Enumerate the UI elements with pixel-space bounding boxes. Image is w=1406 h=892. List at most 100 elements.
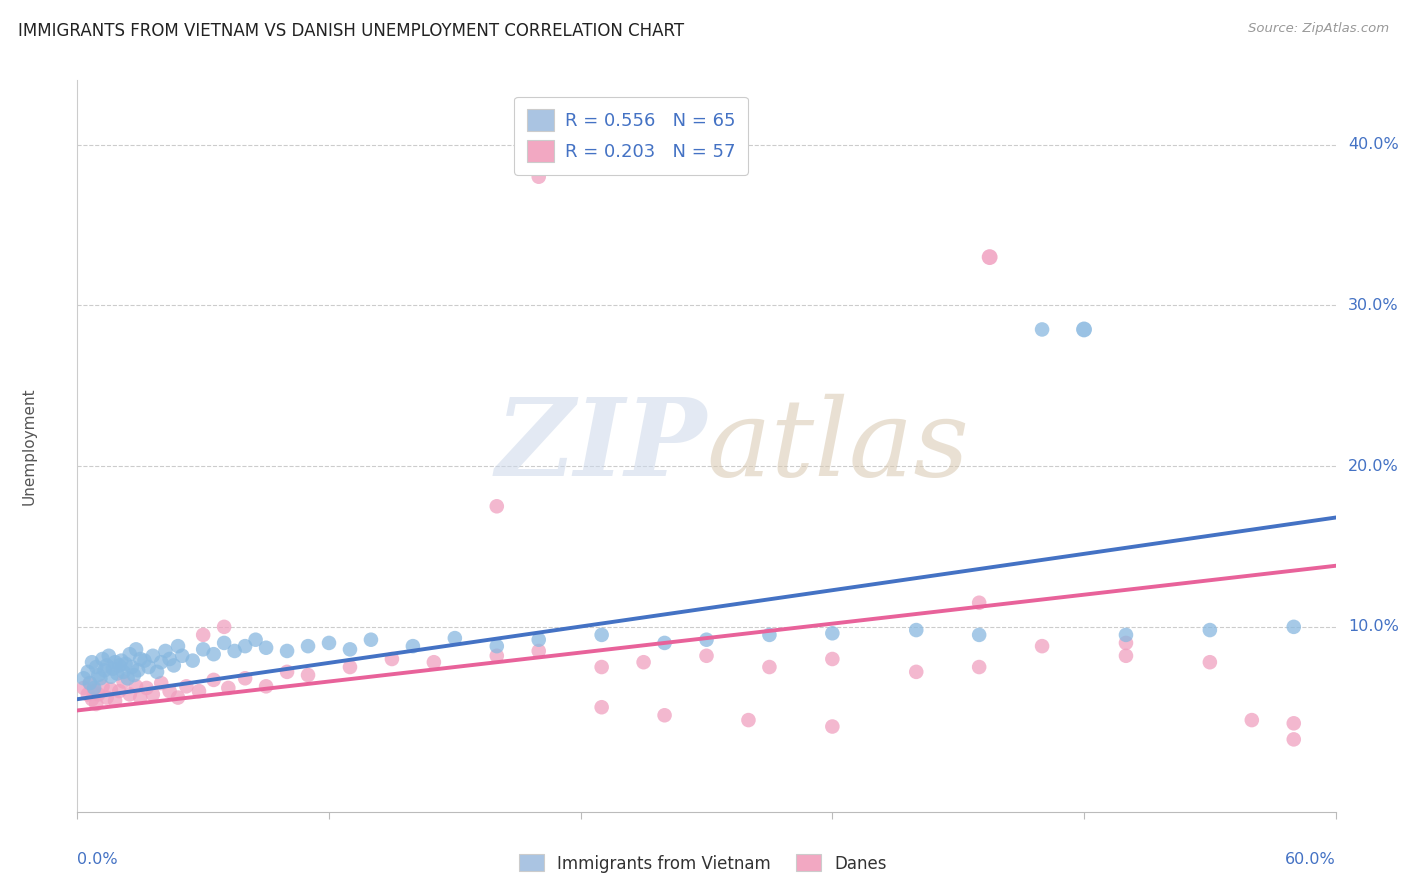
Point xyxy=(696,632,718,647)
Point xyxy=(76,687,98,701)
Point xyxy=(129,690,152,705)
Point xyxy=(117,671,139,685)
Point xyxy=(1199,623,1222,637)
Point xyxy=(191,642,215,657)
Point xyxy=(163,658,186,673)
Point xyxy=(114,657,136,671)
Point xyxy=(254,640,277,655)
Point xyxy=(108,658,131,673)
Point xyxy=(233,671,256,685)
Point xyxy=(1031,322,1053,336)
Point xyxy=(297,668,319,682)
Text: 30.0%: 30.0% xyxy=(1348,298,1399,313)
Point xyxy=(402,639,425,653)
Point xyxy=(1115,648,1137,663)
Text: atlas: atlas xyxy=(707,393,970,499)
Point xyxy=(127,663,149,677)
Point xyxy=(181,654,204,668)
Point xyxy=(135,681,157,695)
Point xyxy=(654,708,676,723)
Legend: Immigrants from Vietnam, Danes: Immigrants from Vietnam, Danes xyxy=(512,847,894,880)
Point xyxy=(591,660,613,674)
Point xyxy=(110,654,132,668)
Point xyxy=(527,169,550,184)
Point xyxy=(96,690,118,705)
Point xyxy=(1031,639,1053,653)
Point xyxy=(79,676,101,690)
Point xyxy=(104,694,127,708)
Point xyxy=(112,674,135,689)
Point xyxy=(159,684,181,698)
Point xyxy=(360,632,382,647)
Point xyxy=(212,620,235,634)
Point xyxy=(101,662,124,676)
Point xyxy=(485,648,508,663)
Point xyxy=(339,642,361,657)
Point xyxy=(967,660,990,674)
Text: 0.0%: 0.0% xyxy=(77,852,118,867)
Point xyxy=(125,642,148,657)
Point xyxy=(122,668,145,682)
Point xyxy=(276,665,298,679)
Point xyxy=(155,644,177,658)
Point xyxy=(202,647,225,661)
Point xyxy=(527,644,550,658)
Point xyxy=(91,652,114,666)
Point xyxy=(1282,732,1305,747)
Point xyxy=(138,660,160,674)
Point xyxy=(150,676,173,690)
Point xyxy=(159,652,181,666)
Point xyxy=(1199,655,1222,669)
Point xyxy=(1240,713,1263,727)
Point xyxy=(1073,322,1095,336)
Point xyxy=(97,648,120,663)
Point xyxy=(105,666,128,681)
Point xyxy=(125,679,148,693)
Text: 10.0%: 10.0% xyxy=(1348,619,1399,634)
Point xyxy=(112,665,135,679)
Point xyxy=(591,628,613,642)
Text: Source: ZipAtlas.com: Source: ZipAtlas.com xyxy=(1249,22,1389,36)
Point xyxy=(423,655,446,669)
Point xyxy=(339,660,361,674)
Text: ZIP: ZIP xyxy=(495,393,707,499)
Point xyxy=(83,681,105,695)
Point xyxy=(1282,620,1305,634)
Point xyxy=(167,690,190,705)
Point xyxy=(444,631,467,645)
Text: 60.0%: 60.0% xyxy=(1285,852,1336,867)
Point xyxy=(104,655,127,669)
Point xyxy=(224,644,246,658)
Point xyxy=(654,636,676,650)
Point xyxy=(146,665,169,679)
Point xyxy=(276,644,298,658)
Point xyxy=(967,628,990,642)
Point xyxy=(217,681,239,695)
Point xyxy=(167,639,190,653)
Point xyxy=(905,665,928,679)
Point xyxy=(1115,636,1137,650)
Point xyxy=(737,713,759,727)
Point xyxy=(485,500,508,514)
Point xyxy=(134,654,156,668)
Point xyxy=(1115,628,1137,642)
Text: 20.0%: 20.0% xyxy=(1348,458,1399,474)
Point xyxy=(84,697,107,711)
Point xyxy=(80,692,103,706)
Point xyxy=(121,660,143,674)
Text: 40.0%: 40.0% xyxy=(1348,137,1399,152)
Point xyxy=(212,636,235,650)
Point xyxy=(967,596,990,610)
Point xyxy=(821,626,844,640)
Point xyxy=(142,687,165,701)
Point xyxy=(1282,716,1305,731)
Point xyxy=(96,658,118,673)
Point xyxy=(758,660,780,674)
Point xyxy=(233,639,256,653)
Point xyxy=(93,663,115,677)
Point xyxy=(142,648,165,663)
Point xyxy=(118,687,141,701)
Point xyxy=(108,684,131,698)
Point xyxy=(72,671,94,685)
Point xyxy=(318,636,340,650)
